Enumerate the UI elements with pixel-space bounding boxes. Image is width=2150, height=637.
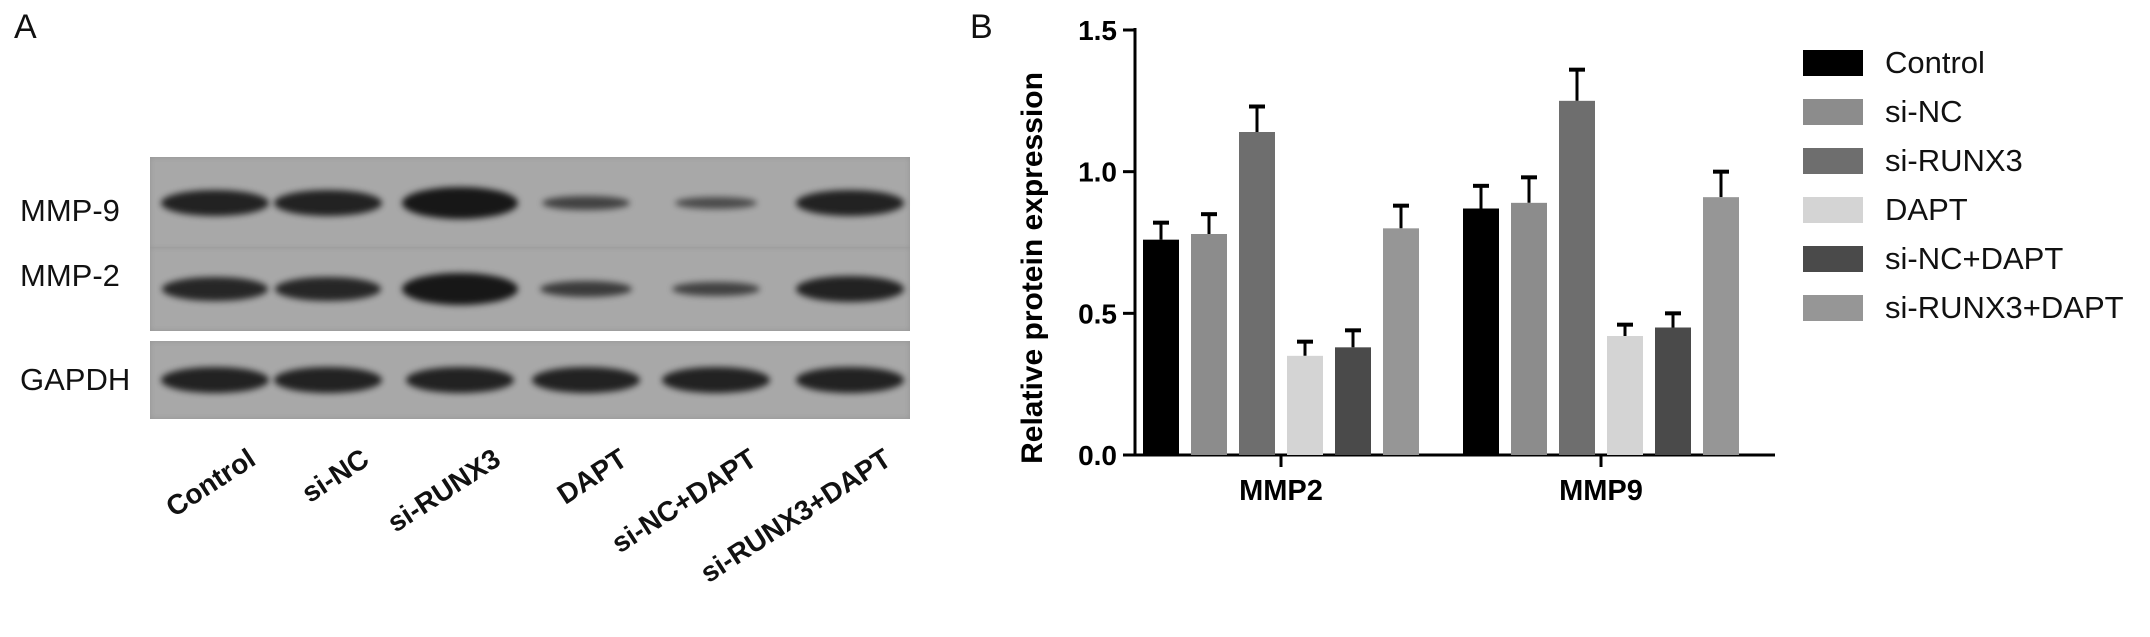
legend-label: si-NC+DAPT (1885, 240, 2064, 276)
blot-band (795, 367, 905, 393)
legend-item-control: Control (1803, 38, 2124, 87)
blot-band (542, 195, 630, 211)
x-tick-label: MMP2 (1239, 475, 1323, 507)
blot-band (273, 367, 383, 393)
blot-band (402, 273, 518, 305)
bar-mmp9-si-nc-dapt (1655, 327, 1691, 455)
chart-bars (1143, 67, 1739, 455)
blot-band (674, 196, 758, 210)
blot-strip-mmp2 (150, 247, 910, 331)
legend-swatch (1803, 147, 1863, 174)
legend-swatch (1803, 98, 1863, 125)
blot-band (795, 276, 905, 302)
legend-swatch (1803, 196, 1863, 223)
blot-band (795, 190, 905, 216)
row-label-mmp2: MMP-2 (20, 258, 120, 293)
bar-mmp9-si-nc (1511, 202, 1547, 455)
blot-band (162, 276, 268, 302)
legend-label: DAPT (1885, 191, 1968, 227)
bar-mmp2-si-nc (1191, 234, 1227, 455)
bar-mmp2-dapt (1287, 355, 1323, 455)
chart-legend: Control si-NC si-RUNX3 DAPT si-NC+DAPT s… (1803, 38, 2124, 332)
legend-swatch (1803, 294, 1863, 321)
panel-label-a: A (14, 8, 37, 46)
bar-mmp9-si-runx3-dapt (1703, 197, 1739, 455)
legend-swatch (1803, 49, 1863, 76)
y-tick-label: 1.5 (1078, 15, 1117, 46)
legend-item-si-runx3: si-RUNX3 (1803, 136, 2124, 185)
blot-band (275, 276, 381, 302)
legend-item-si-nc-dapt: si-NC+DAPT (1803, 234, 2124, 283)
bar-mmp9-control (1463, 208, 1499, 455)
bar-mmp2-si-nc-dapt (1335, 347, 1371, 455)
legend-label: si-RUNX3+DAPT (1885, 289, 2124, 325)
x-tick-label: MMP9 (1559, 475, 1643, 507)
legend-label: si-RUNX3 (1885, 142, 2023, 178)
legend-item-si-nc: si-NC (1803, 87, 2124, 136)
blot-strip-gapdh (150, 341, 910, 419)
y-tick-label: 1.0 (1078, 157, 1117, 188)
blot-band (531, 367, 641, 393)
blot-band (160, 367, 270, 393)
y-tick-label: 0.0 (1078, 440, 1117, 471)
blot-band (273, 190, 383, 216)
panel-label-b: B (970, 8, 993, 46)
row-label-gapdh: GAPDH (20, 362, 131, 397)
legend-item-si-runx3-dapt: si-RUNX3+DAPT (1803, 283, 2124, 332)
legend-swatch (1803, 245, 1863, 272)
blot-band (405, 367, 515, 393)
bar-mmp2-si-runx3 (1239, 132, 1275, 455)
blot-band (672, 281, 760, 297)
blot-band (539, 280, 633, 298)
blot-strip-mmp9 (150, 157, 910, 249)
bar-mmp2-control (1143, 239, 1179, 455)
bar-mmp9-si-runx3 (1559, 100, 1595, 455)
legend-item-dapt: DAPT (1803, 185, 2124, 234)
blot-band (661, 367, 771, 393)
legend-label: Control (1885, 44, 1985, 80)
bar-mmp2-si-runx3-dapt (1383, 228, 1419, 455)
row-label-mmp9: MMP-9 (20, 193, 120, 228)
blot-band (402, 187, 518, 219)
bar-mmp9-dapt (1607, 336, 1643, 455)
blot-band (160, 190, 270, 216)
legend-label: si-NC (1885, 93, 1963, 129)
y-axis-label: Relative protein expression (1016, 72, 1049, 464)
y-tick-label: 0.5 (1078, 298, 1117, 329)
